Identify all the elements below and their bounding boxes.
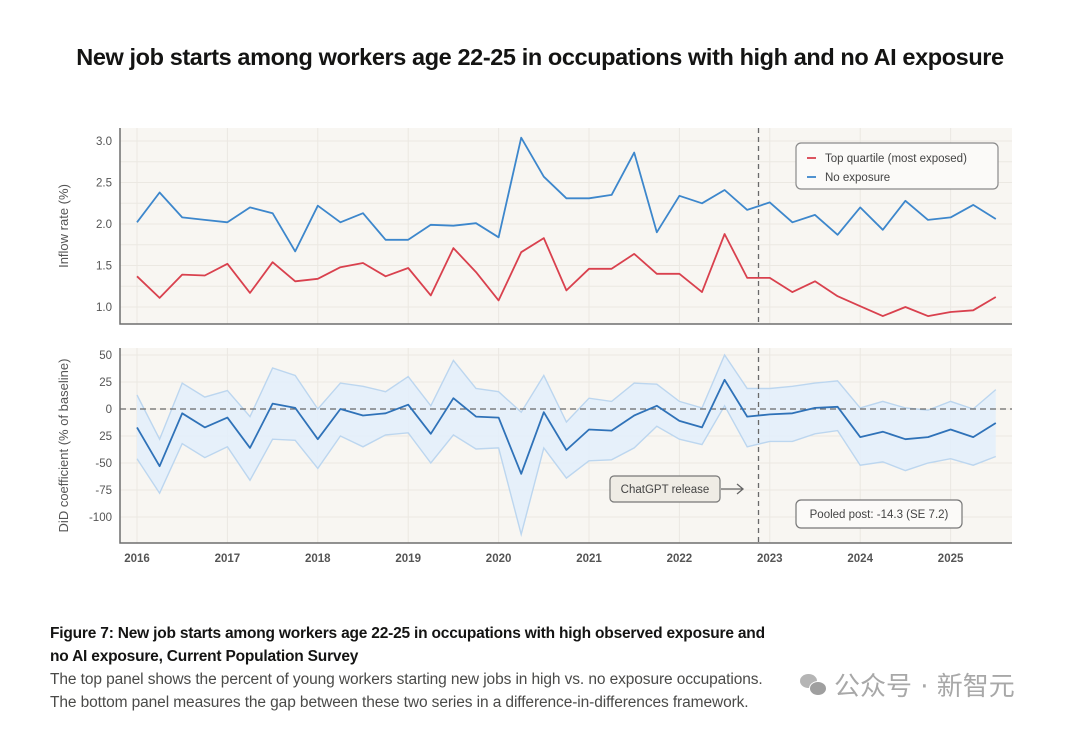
chart-title: New job starts among workers age 22-25 i… [76, 44, 1004, 70]
y-tick-label: 0 [106, 404, 112, 416]
caption-title-line-1: Figure 7: New job starts among workers a… [50, 625, 765, 642]
x-tick-label: 2019 [395, 553, 421, 565]
x-tick-label: 2021 [576, 553, 602, 565]
did-coefficient-line [136, 378, 997, 475]
top-series-lines [136, 136, 997, 317]
x-tick-label: 2024 [847, 553, 873, 565]
bottom-panel: 50 25 0 25 -50 -75 -100 DiD coefficient (% of … [56, 348, 1012, 565]
y-tick-label: -100 [89, 512, 112, 524]
legend-box [795, 142, 999, 190]
ci-upper-edge [136, 353, 997, 441]
bottom-y-axis-label: DiD coefficient (% of baseline) [56, 359, 71, 533]
y-tick-label: 25 [99, 377, 112, 389]
caption-body-line-1: The top panel shows the percent of young… [50, 671, 763, 688]
chatgpt-release-annotation: ChatGPT release [609, 475, 745, 503]
series-line-top-quartile [136, 233, 997, 317]
ci-lower-edge [136, 404, 997, 538]
wechat-icon [800, 673, 827, 696]
y-tick-label: 2.0 [96, 219, 112, 231]
y-tick-label: 1.0 [96, 302, 112, 314]
x-tick-label: 2020 [486, 553, 512, 565]
y-tick-label: -50 [95, 458, 112, 470]
legend: Top quartile (most exposed) No exposure [795, 142, 999, 190]
caption-body-line-2: The bottom panel measures the gap betwee… [50, 694, 749, 711]
caption-title-line-2: no AI exposure, Current Population Surve… [50, 648, 359, 665]
pooled-post-box [795, 499, 963, 529]
chart-figure: 1.0 1.5 2.0 2.5 3.0 Inflow rate (%) Top quar… [56, 128, 1012, 565]
y-tick-label: 1.5 [96, 261, 112, 273]
legend-label-no-exposure: No exposure [825, 172, 890, 184]
y-tick-label: 50 [99, 350, 112, 362]
pooled-post-label: Pooled post: -14.3 (SE 7.2) [810, 509, 949, 521]
chatgpt-release-box [609, 475, 721, 503]
pooled-post-annotation: Pooled post: -14.3 (SE 7.2) [795, 499, 963, 529]
x-tick-label: 2017 [215, 553, 241, 565]
top-y-tick-labels: 1.0 1.5 2.0 2.5 3.0 [96, 136, 112, 314]
x-tick-label: 2023 [757, 553, 783, 565]
y-tick-label: 3.0 [96, 136, 112, 148]
chatgpt-release-label: ChatGPT release [621, 484, 710, 496]
arrow-right-icon [721, 483, 745, 495]
watermark-text: 公众号 · 新智元 [834, 672, 1015, 702]
y-tick-label: -75 [95, 485, 112, 497]
bottom-axes [119, 348, 1012, 544]
confidence-band [137, 355, 996, 535]
top-panel: 1.0 1.5 2.0 2.5 3.0 Inflow rate (%) Top quar… [56, 128, 1012, 325]
legend-label-top-quartile: Top quartile (most exposed) [825, 153, 967, 165]
series-line-no-exposure [136, 136, 997, 253]
bottom-y-tick-labels: 50 25 0 25 -50 -75 -100 [89, 350, 112, 524]
x-tick-label: 2018 [305, 553, 331, 565]
x-tick-labels: 2016 2017 2018 2019 2020 2021 2022 2023 2024 2025 [124, 553, 964, 565]
x-tick-label: 2022 [667, 553, 693, 565]
top-axes [119, 128, 1012, 325]
top-y-axis-label: Inflow rate (%) [56, 184, 71, 268]
y-tick-label: 2.5 [96, 178, 112, 190]
figure-caption: Figure 7: New job starts among workers a… [50, 622, 950, 714]
y-tick-label: 25 [99, 431, 112, 443]
watermark: 公众号 · 新智元 [800, 666, 1015, 703]
x-tick-label: 2025 [938, 553, 964, 565]
x-tick-label: 2016 [124, 553, 150, 565]
